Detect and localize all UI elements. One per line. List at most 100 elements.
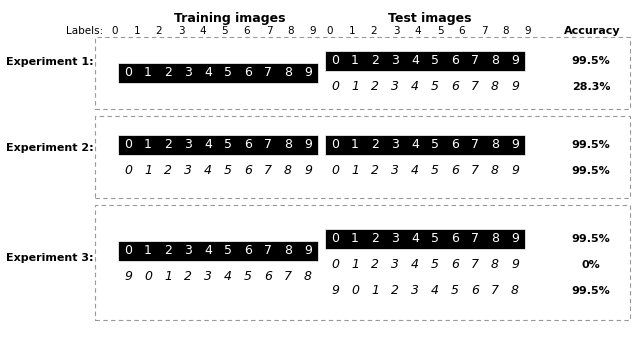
Text: 8: 8 bbox=[288, 26, 294, 36]
Text: 0: 0 bbox=[124, 165, 132, 177]
Text: 6: 6 bbox=[244, 67, 252, 79]
Text: 5: 5 bbox=[224, 139, 232, 151]
FancyBboxPatch shape bbox=[118, 63, 318, 83]
Text: 0: 0 bbox=[351, 284, 359, 297]
Text: 4: 4 bbox=[411, 258, 419, 271]
Text: 1: 1 bbox=[349, 26, 355, 36]
Text: 4: 4 bbox=[415, 26, 421, 36]
Text: 5: 5 bbox=[431, 165, 439, 177]
Text: 9: 9 bbox=[511, 54, 519, 68]
Text: 3: 3 bbox=[391, 54, 399, 68]
Text: 8: 8 bbox=[284, 244, 292, 257]
Text: 8: 8 bbox=[284, 165, 292, 177]
Text: 9: 9 bbox=[124, 270, 132, 283]
Text: 9: 9 bbox=[304, 244, 312, 257]
Text: 7: 7 bbox=[284, 270, 292, 283]
Text: 2: 2 bbox=[156, 26, 163, 36]
Text: 0: 0 bbox=[124, 244, 132, 257]
Text: 7: 7 bbox=[266, 26, 272, 36]
Text: 4: 4 bbox=[204, 139, 212, 151]
Text: 3: 3 bbox=[178, 26, 184, 36]
Text: 0: 0 bbox=[331, 258, 339, 271]
Text: 4: 4 bbox=[204, 244, 212, 257]
Text: 6: 6 bbox=[451, 54, 459, 68]
Text: 7: 7 bbox=[471, 258, 479, 271]
Text: 28.3%: 28.3% bbox=[572, 82, 611, 92]
Text: Experiment 3:: Experiment 3: bbox=[6, 253, 93, 263]
Text: 1: 1 bbox=[371, 284, 379, 297]
Text: 2: 2 bbox=[164, 139, 172, 151]
Text: 5: 5 bbox=[431, 139, 439, 151]
Text: 8: 8 bbox=[284, 67, 292, 79]
Text: 5: 5 bbox=[224, 165, 232, 177]
Text: 5: 5 bbox=[431, 258, 439, 271]
Text: 2: 2 bbox=[371, 139, 379, 151]
Text: 2: 2 bbox=[371, 26, 378, 36]
Text: 0: 0 bbox=[327, 26, 333, 36]
Text: 6: 6 bbox=[451, 80, 459, 94]
Text: 2: 2 bbox=[371, 258, 379, 271]
Text: 8: 8 bbox=[491, 165, 499, 177]
Text: 4: 4 bbox=[204, 67, 212, 79]
Text: 6: 6 bbox=[264, 270, 272, 283]
Text: 9: 9 bbox=[304, 165, 312, 177]
Text: 6: 6 bbox=[451, 139, 459, 151]
Text: 7: 7 bbox=[471, 80, 479, 94]
Text: 7: 7 bbox=[471, 232, 479, 245]
FancyBboxPatch shape bbox=[325, 51, 525, 71]
Text: 3: 3 bbox=[184, 244, 192, 257]
Text: 1: 1 bbox=[351, 232, 359, 245]
Text: Experiment 2:: Experiment 2: bbox=[6, 143, 93, 153]
Text: 2: 2 bbox=[371, 165, 379, 177]
Text: 4: 4 bbox=[200, 26, 206, 36]
Text: 7: 7 bbox=[491, 284, 499, 297]
Text: Test images: Test images bbox=[388, 12, 472, 25]
Text: 2: 2 bbox=[164, 165, 172, 177]
Text: 3: 3 bbox=[391, 258, 399, 271]
Text: 8: 8 bbox=[511, 284, 519, 297]
Text: 4: 4 bbox=[431, 284, 439, 297]
Text: 8: 8 bbox=[502, 26, 509, 36]
Text: 8: 8 bbox=[491, 258, 499, 271]
Text: 0: 0 bbox=[331, 139, 339, 151]
Text: 1: 1 bbox=[144, 67, 152, 79]
Text: 4: 4 bbox=[411, 165, 419, 177]
Text: 99.5%: 99.5% bbox=[572, 286, 611, 295]
Text: 4: 4 bbox=[411, 80, 419, 94]
Text: 4: 4 bbox=[411, 139, 419, 151]
Text: 2: 2 bbox=[391, 284, 399, 297]
FancyBboxPatch shape bbox=[118, 241, 318, 261]
Text: 1: 1 bbox=[351, 54, 359, 68]
Text: 1: 1 bbox=[351, 139, 359, 151]
Text: 6: 6 bbox=[451, 165, 459, 177]
Text: Training images: Training images bbox=[174, 12, 285, 25]
Text: 3: 3 bbox=[184, 139, 192, 151]
Text: 99.5%: 99.5% bbox=[572, 56, 611, 66]
Text: 3: 3 bbox=[391, 80, 399, 94]
Text: 3: 3 bbox=[184, 67, 192, 79]
FancyBboxPatch shape bbox=[118, 135, 318, 155]
Text: 8: 8 bbox=[491, 139, 499, 151]
Text: 7: 7 bbox=[471, 165, 479, 177]
Text: 5: 5 bbox=[451, 284, 459, 297]
Text: 9: 9 bbox=[511, 232, 519, 245]
Text: 9: 9 bbox=[304, 67, 312, 79]
Text: 1: 1 bbox=[164, 270, 172, 283]
Text: 0: 0 bbox=[144, 270, 152, 283]
Text: 9: 9 bbox=[525, 26, 531, 36]
Text: 5: 5 bbox=[431, 54, 439, 68]
FancyBboxPatch shape bbox=[325, 135, 525, 155]
Text: 1: 1 bbox=[144, 139, 152, 151]
Text: 99.5%: 99.5% bbox=[572, 140, 611, 150]
Text: 8: 8 bbox=[491, 232, 499, 245]
Text: 9: 9 bbox=[310, 26, 316, 36]
Text: 1: 1 bbox=[351, 80, 359, 94]
Text: 1: 1 bbox=[351, 258, 359, 271]
Text: 3: 3 bbox=[411, 284, 419, 297]
Text: 6: 6 bbox=[244, 26, 250, 36]
Text: 3: 3 bbox=[393, 26, 399, 36]
Text: 4: 4 bbox=[411, 54, 419, 68]
Text: 99.5%: 99.5% bbox=[572, 166, 611, 176]
Text: 3: 3 bbox=[184, 165, 192, 177]
Text: 0: 0 bbox=[331, 232, 339, 245]
